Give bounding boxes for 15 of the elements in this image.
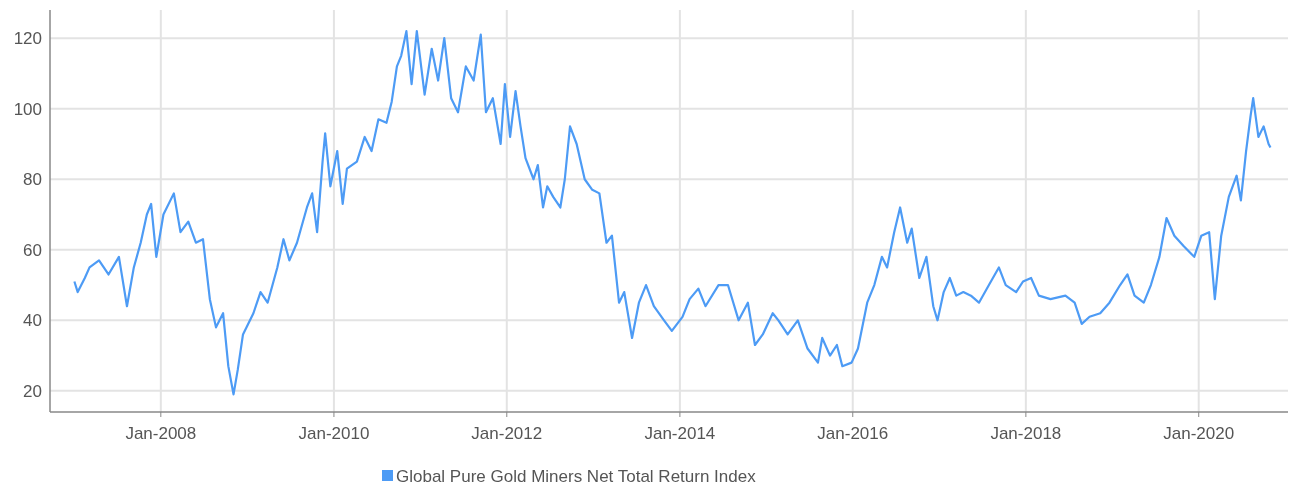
y-tick-label: 40 [23,311,42,331]
y-tick-label: 100 [13,99,42,119]
x-tick-label: Jan-2018 [990,424,1062,443]
x-tick-label: Jan-2014 [644,424,716,443]
y-tick-label: 20 [23,381,42,401]
y-tick-label: 60 [23,240,42,260]
line-series [73,30,1272,396]
x-tick-label: Jan-2012 [471,424,543,443]
y-tick-label: 80 [23,170,42,190]
x-tick-label: Jan-2020 [1163,424,1235,443]
legend-label: Global Pure Gold Miners Net Total Return Index [396,466,757,486]
x-tick-label: Jan-2008 [125,424,197,443]
x-tick-label: Jan-2016 [817,424,889,443]
x-tick-label: Jan-2010 [298,424,370,443]
y-tick-label: 120 [13,29,42,49]
